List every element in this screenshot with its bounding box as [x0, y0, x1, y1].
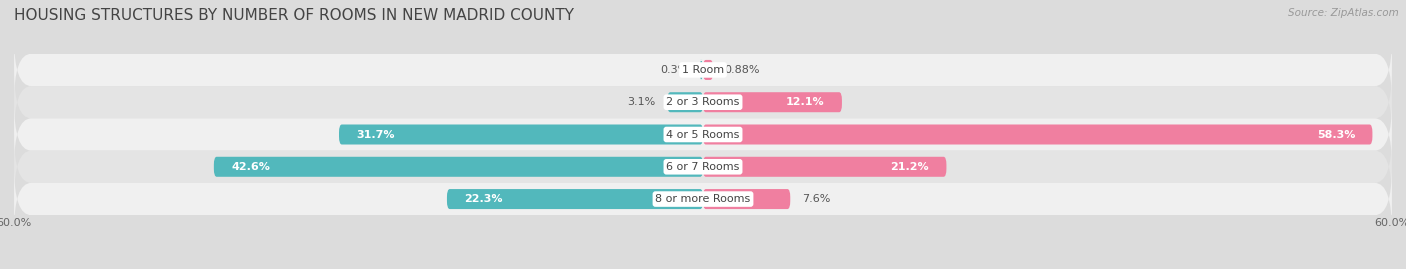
Text: 8 or more Rooms: 8 or more Rooms [655, 194, 751, 204]
FancyBboxPatch shape [447, 189, 703, 209]
FancyBboxPatch shape [700, 60, 703, 80]
FancyBboxPatch shape [14, 134, 1392, 199]
FancyBboxPatch shape [668, 92, 703, 112]
FancyBboxPatch shape [14, 70, 1392, 134]
Text: 7.6%: 7.6% [801, 194, 830, 204]
Text: 31.7%: 31.7% [356, 129, 395, 140]
Text: HOUSING STRUCTURES BY NUMBER OF ROOMS IN NEW MADRID COUNTY: HOUSING STRUCTURES BY NUMBER OF ROOMS IN… [14, 8, 574, 23]
Text: 12.1%: 12.1% [786, 97, 825, 107]
Text: 0.3%: 0.3% [659, 65, 688, 75]
FancyBboxPatch shape [14, 102, 1392, 167]
FancyBboxPatch shape [703, 157, 946, 177]
Text: Source: ZipAtlas.com: Source: ZipAtlas.com [1288, 8, 1399, 18]
Text: 42.6%: 42.6% [231, 162, 270, 172]
FancyBboxPatch shape [703, 189, 790, 209]
FancyBboxPatch shape [703, 92, 842, 112]
FancyBboxPatch shape [703, 60, 713, 80]
Text: 22.3%: 22.3% [464, 194, 503, 204]
Text: 58.3%: 58.3% [1317, 129, 1355, 140]
FancyBboxPatch shape [14, 38, 1392, 102]
Text: 2 or 3 Rooms: 2 or 3 Rooms [666, 97, 740, 107]
Text: 21.2%: 21.2% [890, 162, 929, 172]
FancyBboxPatch shape [14, 167, 1392, 231]
FancyBboxPatch shape [339, 125, 703, 144]
Text: 0.88%: 0.88% [724, 65, 761, 75]
FancyBboxPatch shape [703, 125, 1372, 144]
Text: 3.1%: 3.1% [627, 97, 657, 107]
Text: 4 or 5 Rooms: 4 or 5 Rooms [666, 129, 740, 140]
Text: 1 Room: 1 Room [682, 65, 724, 75]
FancyBboxPatch shape [214, 157, 703, 177]
Text: 6 or 7 Rooms: 6 or 7 Rooms [666, 162, 740, 172]
